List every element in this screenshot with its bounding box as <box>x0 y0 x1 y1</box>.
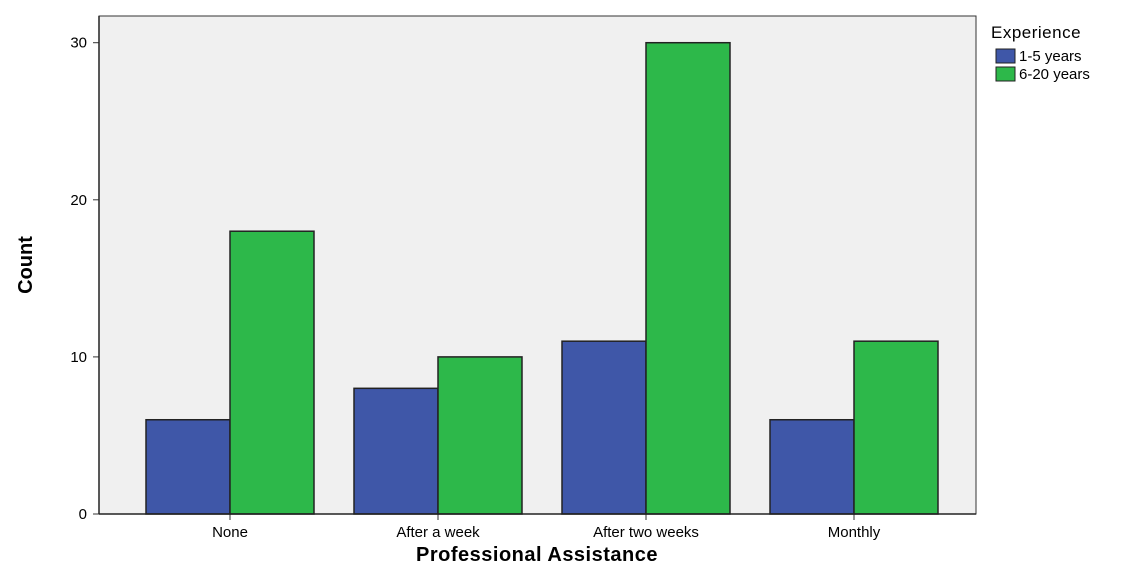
x-axis-title: Professional Assistance <box>416 544 658 565</box>
bar-6-20-years-none <box>229 230 315 515</box>
y-tick-label: 0 <box>79 506 87 523</box>
y-tick-label: 20 <box>70 192 87 209</box>
legend-swatch <box>995 48 1016 64</box>
legend-label: 6-20 years <box>1019 66 1090 83</box>
bar-6-20-years-monthly <box>853 340 939 515</box>
bar-1-5-years-none <box>145 418 231 515</box>
bar-6-20-years-after-a-week <box>437 356 523 515</box>
x-tick-label: After two weeks <box>593 524 699 541</box>
legend-label: 1-5 years <box>1019 48 1082 65</box>
y-tick-label: 30 <box>70 35 87 52</box>
bar-1-5-years-after-two-weeks <box>561 340 647 515</box>
y-axis-title: Count <box>15 236 37 294</box>
x-tick-label: Monthly <box>828 524 881 541</box>
bar-1-5-years-monthly <box>769 418 855 515</box>
bars-layer <box>145 41 939 515</box>
x-tick-label: After a week <box>396 524 480 541</box>
bar-6-20-years-after-two-weeks <box>645 41 731 515</box>
y-tick-label: 10 <box>70 349 87 366</box>
axes-layer: None After a week After two weeks Monthly 0 1… <box>70 16 976 541</box>
x-tick-label: None <box>212 524 248 541</box>
legend-title: Experience <box>991 23 1081 42</box>
bar-1-5-years-after-a-week <box>353 387 439 515</box>
legend-swatch <box>995 66 1016 82</box>
